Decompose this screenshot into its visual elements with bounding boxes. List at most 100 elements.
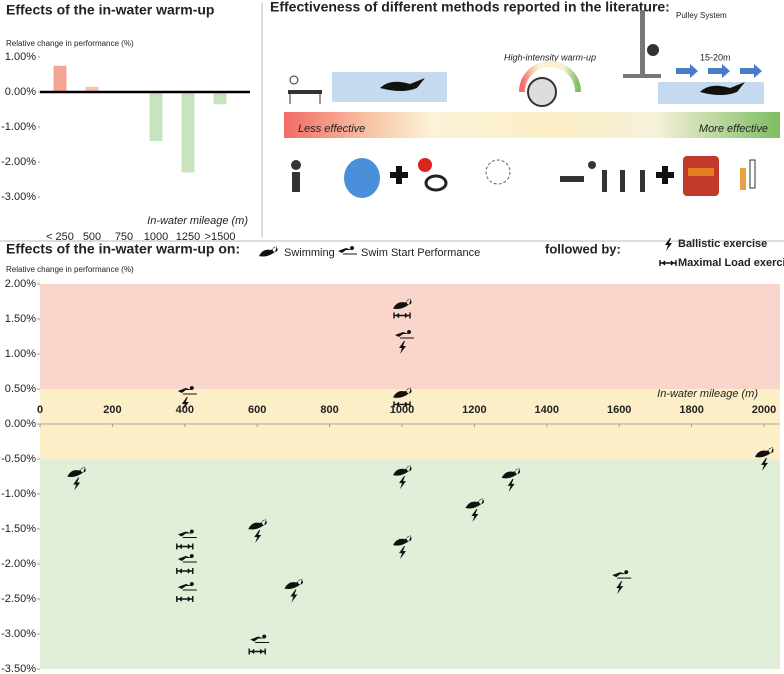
pulley-icon bbox=[623, 10, 764, 104]
x-tick-label: 1000 bbox=[390, 404, 414, 416]
y-tick-label: 1.00% bbox=[5, 51, 36, 63]
x-tick-label: >1500 bbox=[205, 231, 236, 243]
point bbox=[395, 330, 414, 354]
load-icon bbox=[393, 312, 411, 319]
start-icon bbox=[177, 582, 194, 589]
pool-swim bbox=[332, 72, 447, 102]
swim-icon bbox=[393, 535, 412, 546]
ballistic-icon bbox=[399, 341, 406, 354]
ballistic-icon bbox=[399, 546, 406, 560]
ballistic-icon bbox=[399, 476, 406, 490]
legend-title: followed by: bbox=[545, 241, 621, 256]
point bbox=[612, 570, 632, 595]
point bbox=[755, 446, 774, 471]
x-tick-label: 750 bbox=[115, 231, 133, 243]
x-tick-label: 200 bbox=[103, 404, 121, 416]
swim-icon bbox=[248, 519, 267, 530]
ballistic-icon bbox=[665, 238, 672, 251]
x-tick-label: 2000 bbox=[752, 404, 776, 416]
y-tick-label: 0.00% bbox=[5, 86, 36, 98]
y-tick-label: -2.00% bbox=[1, 558, 36, 570]
gauge bbox=[519, 61, 581, 107]
swim-icon bbox=[393, 465, 412, 476]
ballistic-icon bbox=[181, 397, 189, 410]
point bbox=[501, 467, 521, 492]
load-icon bbox=[176, 596, 194, 602]
panel-title: Effectiveness of different methods repor… bbox=[270, 0, 670, 15]
start-icon bbox=[338, 246, 355, 253]
point bbox=[177, 386, 197, 410]
start-icon bbox=[395, 330, 412, 337]
bar bbox=[213, 92, 227, 105]
swim-icon bbox=[501, 467, 521, 479]
point bbox=[176, 554, 197, 574]
legend-label: Swim Start Performance bbox=[361, 247, 480, 259]
y-tick-label: 1.00% bbox=[5, 348, 36, 360]
x-tick-label: 0 bbox=[37, 404, 43, 416]
y-tick-label: 0.50% bbox=[5, 383, 36, 395]
y-tick-label: -2.50% bbox=[1, 593, 36, 605]
swim-icon bbox=[755, 446, 774, 458]
annotation: High-intensity warm-up bbox=[504, 52, 596, 62]
massage-icon bbox=[288, 75, 322, 104]
swim-icon bbox=[284, 578, 303, 589]
annotation: Pulley System bbox=[676, 11, 727, 20]
point bbox=[393, 387, 412, 408]
x-tick-label: 1200 bbox=[462, 404, 486, 416]
swim-icon bbox=[259, 246, 278, 257]
load-icon bbox=[248, 648, 266, 655]
y-tick-label: 1.50% bbox=[5, 313, 36, 325]
ballistic-icon bbox=[290, 589, 298, 603]
y-label: Relative change in performance (%) bbox=[6, 265, 134, 274]
start-icon bbox=[250, 634, 267, 642]
y-tick-label: -0.50% bbox=[1, 453, 36, 465]
bar bbox=[85, 86, 99, 92]
swim-icon bbox=[67, 466, 86, 477]
x-tick-label: 1800 bbox=[679, 404, 703, 416]
ballistic-icon bbox=[507, 478, 515, 492]
ballistic-icon bbox=[254, 530, 262, 543]
point bbox=[176, 582, 197, 602]
swim-icon bbox=[465, 498, 484, 509]
scale-label: Less effective bbox=[298, 123, 365, 135]
y-tick-label: 0.00% bbox=[5, 418, 36, 430]
legend-label: Swimming bbox=[284, 247, 335, 259]
y-tick-label: 2.00% bbox=[5, 278, 36, 290]
start-icon bbox=[612, 570, 629, 578]
ballistic-icon bbox=[616, 581, 624, 595]
point bbox=[67, 466, 86, 491]
legend-label: Maximal Load exercise bbox=[678, 257, 784, 269]
start-icon bbox=[177, 529, 194, 537]
y-tick-label: -1.00% bbox=[1, 121, 36, 133]
ballistic-icon bbox=[761, 457, 768, 471]
load-icon bbox=[659, 260, 677, 266]
point bbox=[393, 465, 412, 490]
x-tick-label: < 250 bbox=[46, 231, 74, 243]
swim-icon bbox=[393, 298, 412, 309]
scale-label: More effective bbox=[699, 123, 768, 135]
zone bbox=[40, 284, 780, 389]
x-tick-label: 600 bbox=[248, 404, 266, 416]
point bbox=[248, 519, 267, 543]
y-tick-label: -3.50% bbox=[1, 663, 36, 674]
x-tick-label: 400 bbox=[176, 404, 194, 416]
ballistic-icon bbox=[471, 509, 479, 522]
y-tick-label: -3.00% bbox=[1, 191, 36, 203]
y-tick-label: -1.50% bbox=[1, 523, 36, 535]
y-label: Relative change in performance (%) bbox=[6, 39, 134, 48]
load-icon bbox=[176, 543, 194, 550]
x-tick-label: 1400 bbox=[535, 404, 559, 416]
x-tick-label: 1600 bbox=[607, 404, 631, 416]
x-tick-label: 1000 bbox=[144, 231, 168, 243]
plot bbox=[37, 283, 780, 670]
y-tick-label: -3.00% bbox=[1, 628, 36, 640]
chart-title: Effects of the in-water warm-up bbox=[6, 2, 214, 18]
load-icon bbox=[393, 401, 411, 408]
y-tick-label: -1.00% bbox=[1, 488, 36, 500]
annotation: 15-20m bbox=[700, 52, 731, 62]
swim-icon bbox=[393, 387, 412, 398]
y-tick-label: -2.00% bbox=[1, 156, 36, 168]
start-icon bbox=[177, 386, 194, 393]
point bbox=[393, 298, 412, 319]
